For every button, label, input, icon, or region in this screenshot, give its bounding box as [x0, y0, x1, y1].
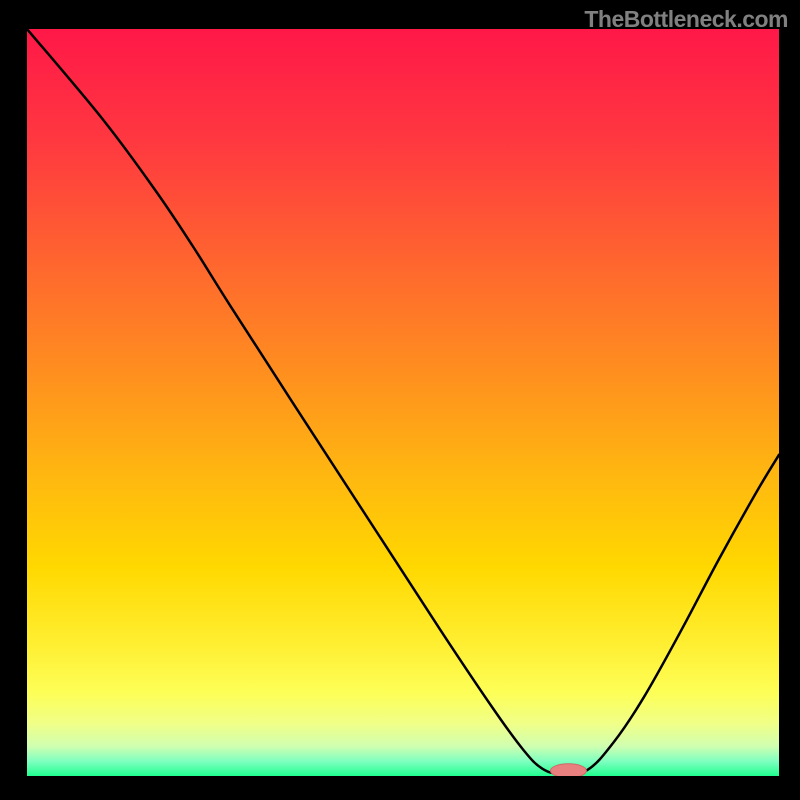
- chart-marker: [550, 764, 586, 776]
- chart-svg: [27, 29, 779, 776]
- chart-background: [27, 29, 779, 776]
- plot-area: [27, 29, 779, 776]
- watermark-text: TheBottleneck.com: [584, 6, 788, 33]
